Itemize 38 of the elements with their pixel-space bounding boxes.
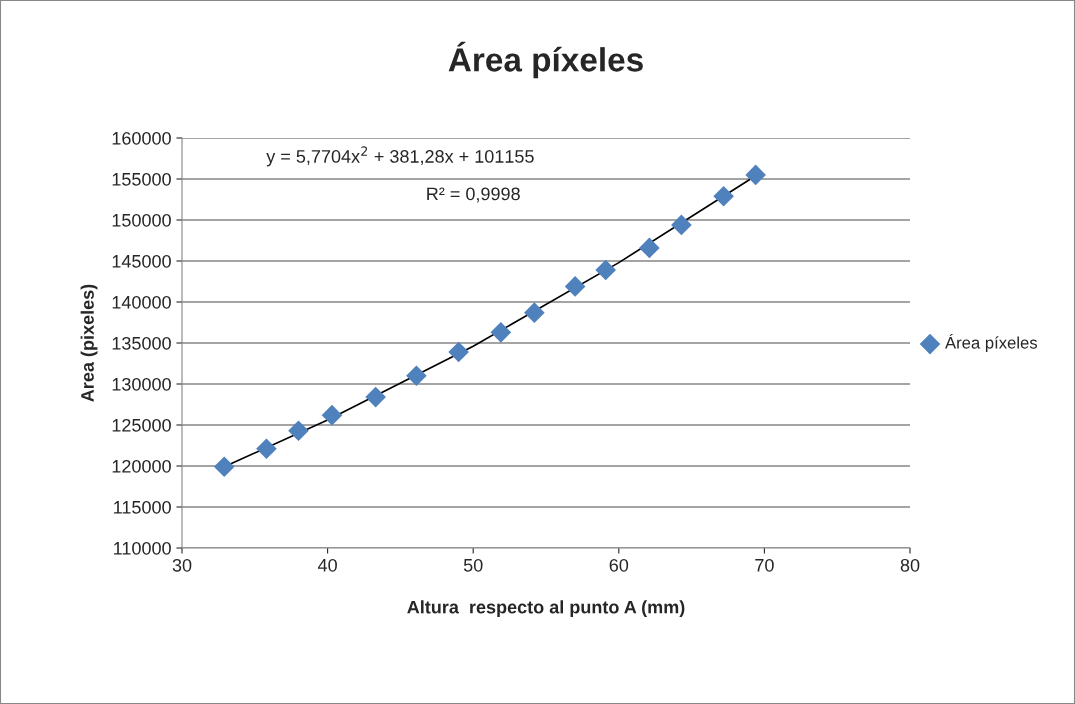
y-tick-label: 135000 — [112, 336, 171, 350]
y-tick-label: 145000 — [112, 254, 171, 268]
y-tick-label: 160000 — [112, 131, 171, 145]
point — [288, 420, 309, 442]
y-tick-label: 115000 — [114, 500, 171, 514]
y-tick-label: 110000 — [114, 541, 171, 555]
point — [524, 302, 545, 323]
annotation: y = 5,7704x$^{2}$ + 381,28x + 101155 — [266, 146, 534, 167]
legend-label: Área píxeles — [945, 334, 1038, 352]
chart-title: Área píxeles — [448, 41, 643, 79]
y-tick-label: 150000 — [112, 213, 171, 227]
y-tick-label: 125000 — [112, 418, 171, 432]
point — [564, 276, 586, 297]
y-tick-label: 130000 — [112, 377, 171, 391]
x-tick-label: 80 — [900, 558, 920, 572]
point — [365, 386, 386, 408]
point — [595, 259, 616, 281]
point — [321, 404, 343, 426]
y-tick-label: 155000 — [112, 172, 171, 186]
point — [639, 237, 660, 259]
point — [490, 322, 512, 343]
point — [745, 164, 766, 186]
point — [713, 185, 734, 207]
x-tick-label: 30 — [172, 558, 192, 572]
x-tick-label: 40 — [317, 558, 337, 572]
x-axis-title: Altura respecto al punto A (mm) — [407, 600, 685, 618]
point — [406, 365, 427, 387]
point — [671, 214, 692, 236]
y-tick-label: 120000 — [112, 459, 171, 473]
x-tick-label: 50 — [463, 558, 483, 572]
point — [213, 456, 235, 478]
annotation: R² = 0,9998 — [427, 187, 520, 203]
point — [256, 438, 277, 460]
x-tick-label: 60 — [609, 558, 629, 572]
y-axis-title: Area (pixeles) — [80, 284, 98, 402]
y-tick-label: 140000 — [112, 295, 171, 309]
x-tick-label: 70 — [755, 558, 774, 572]
point — [448, 341, 469, 363]
